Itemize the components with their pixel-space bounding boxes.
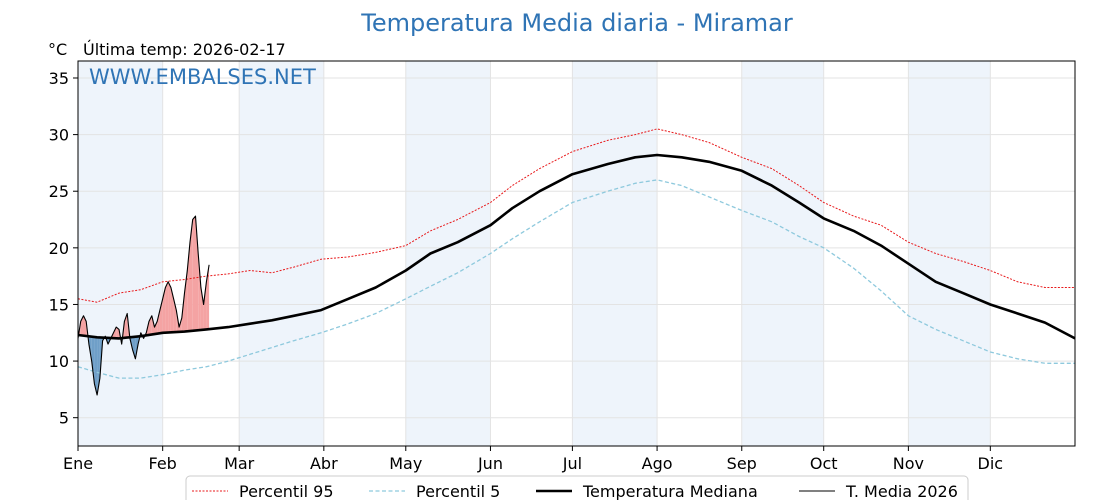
month-band-ene [78, 61, 163, 446]
x-tick-label: Sep [727, 454, 757, 473]
above-median-fill [162, 287, 166, 333]
above-median-fill [168, 281, 171, 333]
y-tick-label: 15 [49, 295, 69, 314]
legend-label-1: Percentil 5 [416, 482, 500, 500]
month-band-may [405, 61, 491, 446]
y-tick-label: 20 [49, 239, 69, 258]
legend-label-2: Temperatura Mediana [582, 482, 758, 500]
x-tick-label: Ene [63, 454, 93, 473]
legend-label-0: Percentil 95 [239, 482, 334, 500]
x-tick-label: Mar [224, 454, 255, 473]
above-median-fill [184, 270, 188, 332]
series-line-t-media-2026 [77, 215, 210, 396]
above-median-fill [154, 321, 158, 334]
x-axis: Ene Feb Mar Abr May Jun Jul Ago Sep Oct Nov Dic [63, 446, 1003, 473]
x-tick-label: Dic [978, 454, 1004, 473]
y-tick-label: 5 [59, 409, 69, 428]
x-tick-label: Abr [310, 454, 338, 473]
series-line-temperatura-mediana [77, 153, 1076, 340]
y-axis-unit-label: °C [48, 40, 67, 59]
x-tick-label: Ago [642, 454, 673, 473]
above-median-fill [198, 253, 201, 331]
above-median-fill [200, 287, 204, 330]
plot-frame [77, 60, 1076, 447]
above-median-fill [173, 298, 177, 333]
above-median-fill [113, 327, 117, 339]
series-line-percentil-95 [77, 128, 1075, 303]
y-tick-label: 25 [49, 182, 69, 201]
below-median-fill [132, 336, 136, 359]
legend-label-3: T. Media 2026 [845, 482, 958, 500]
month-band-sep [741, 61, 824, 446]
month-band-mar [239, 61, 324, 446]
y-tick-label: 35 [49, 69, 69, 88]
x-tick-label: Jul [562, 454, 582, 473]
x-tick-label: Jun [477, 454, 503, 473]
y-tick-label: 30 [49, 126, 69, 145]
series-lines [77, 128, 1076, 396]
x-tick-label: Nov [893, 454, 924, 473]
above-median-fill [165, 281, 169, 333]
below-median-fill [94, 337, 98, 395]
series-line-percentil-5 [77, 179, 1075, 379]
y-tick-label: 10 [49, 352, 69, 371]
above-median-fill [203, 281, 207, 330]
month-band-nov [908, 61, 991, 446]
above-median-fill [190, 219, 193, 332]
above-median-fill [116, 327, 119, 339]
above-median-fill [170, 287, 174, 333]
chart-title: Temperatura Media diaria - Miramar [360, 9, 793, 37]
above-median-fill [192, 216, 196, 331]
last-temp-label: Última temp: 2026-02-17 [83, 40, 286, 59]
x-tick-label: Oct [810, 454, 838, 473]
legend-box [185, 475, 969, 500]
watermark: WWW.EMBALSES.NET [89, 65, 316, 89]
month-band-jul [572, 61, 658, 446]
above-median-fill [157, 310, 160, 334]
month-bands [78, 61, 991, 446]
y-axis: 5 10 15 20 25 30 35 [49, 69, 78, 428]
x-tick-label: May [389, 454, 422, 473]
x-tick-label: Feb [149, 454, 177, 473]
legend: Percentil 95 Percentil 5 Temperatura Media… [185, 475, 969, 500]
